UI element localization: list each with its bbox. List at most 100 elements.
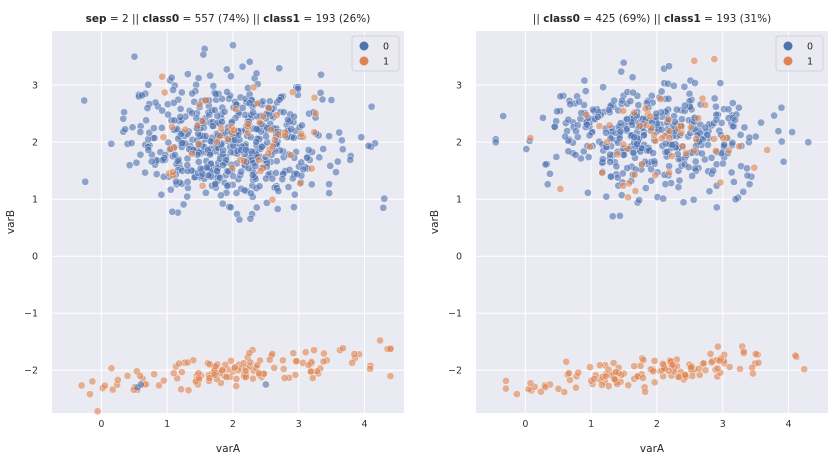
class0-point [649,149,657,157]
class0-point [183,161,192,170]
class1-point [716,178,725,187]
data-points [77,41,395,416]
class0-point [278,175,287,183]
class1-point [714,342,722,351]
class1-point [255,369,263,378]
class1-point [556,185,565,193]
class1-point [308,374,317,382]
class0-point [584,153,593,161]
class1-point [668,152,676,160]
class0-point [246,214,255,223]
class0-point [598,155,607,164]
class0-point [80,96,89,105]
class1-point [502,377,510,385]
class1-point [205,360,214,369]
x-tick-label: 0 [98,419,104,430]
class0-point [216,173,224,182]
class0-point [770,111,778,120]
class0-point [712,203,721,212]
class1-point [636,122,644,130]
class0-point [230,136,239,144]
class0-point [240,186,249,195]
class0-point [613,173,622,182]
class0-point [550,122,559,131]
class1-point [150,370,159,379]
class0-point [338,145,347,154]
class0-point [623,115,631,123]
legend: 01 [351,35,400,72]
class1-point [631,187,640,195]
class0-point [618,96,626,105]
class1-point [674,373,683,381]
class1-point [259,112,268,121]
class0-point [238,62,247,71]
class0-point [179,200,188,209]
class1-point [169,168,177,176]
plot-area [476,31,828,413]
class1-point [713,364,722,373]
class0-point [130,52,139,61]
class0-point [617,67,626,76]
class0-point [552,153,561,161]
class0-point [618,169,627,178]
class0-point [564,147,573,156]
class1-point [232,382,241,390]
class1-point [639,356,648,364]
class0-point [237,167,246,176]
class0-point [679,198,688,207]
class0-point [229,41,237,50]
class1-point [649,367,658,376]
class1-point [256,167,265,175]
class0-point [663,147,671,156]
class1-point [603,138,612,147]
class1-point [202,96,210,105]
class1-point [386,345,395,353]
title-bold-part: class0 [142,13,179,25]
class0-point [144,80,153,89]
class0-point [223,88,231,96]
class1-point [228,163,237,172]
title-bold-part: class1 [263,13,300,25]
class0-point [120,108,128,117]
class1-point [639,374,647,382]
class1-point [217,124,226,133]
class1-point [267,125,276,134]
class0-point [218,118,226,126]
class0-point [705,187,714,196]
class0-point [196,164,205,173]
class0-point [606,158,614,166]
class0-point [380,194,389,203]
class0-point [704,140,712,149]
class1-point [586,363,594,371]
class1-point [319,357,328,366]
y-tick-label: 2 [32,138,38,149]
class0-point [709,166,718,175]
class1-point [296,179,305,188]
legend-label-0: 0 [383,42,389,53]
class0-point [81,177,90,186]
class1-point [386,372,395,380]
class0-point [158,156,167,165]
class0-point [728,99,737,107]
legend-marker-1 [359,56,369,66]
class0-point [211,179,220,188]
y-tick-label: 1 [32,195,38,206]
class0-point [318,95,327,104]
class0-point [616,127,625,136]
class0-point [299,165,308,174]
class0-point [777,137,786,146]
class0-point [128,123,137,132]
class0-point [284,183,293,191]
class0-point [297,158,306,167]
class1-point [320,349,328,358]
class0-point [664,94,673,103]
class0-point [274,187,283,195]
class1-point [310,93,319,102]
class0-point [192,114,201,122]
class1-point [279,356,287,365]
class1-point [181,125,190,134]
class1-point [253,99,262,108]
class1-point [159,376,168,385]
class0-point [804,138,813,147]
class0-point [346,156,355,164]
